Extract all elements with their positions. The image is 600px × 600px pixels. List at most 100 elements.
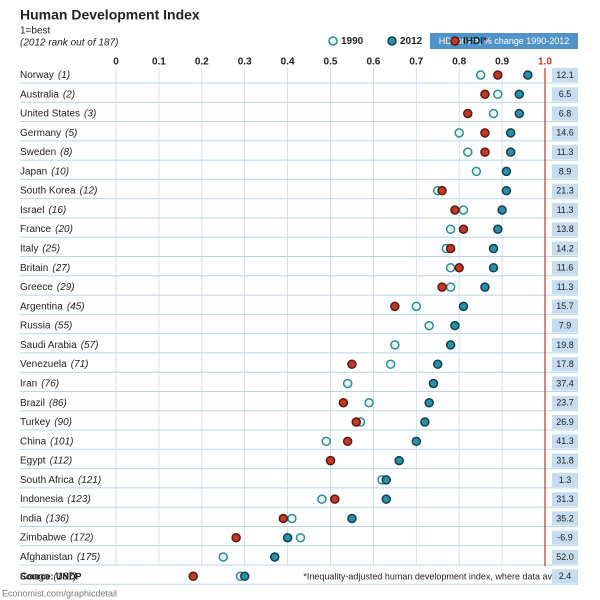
change-box xyxy=(552,241,578,256)
dot-1990 xyxy=(445,224,456,234)
dot-2012 xyxy=(501,185,512,196)
change-box xyxy=(552,492,578,507)
change-label: 11.3 xyxy=(557,205,574,215)
country-name: Britain xyxy=(20,262,48,273)
change-box xyxy=(552,222,578,237)
country-label: United States (3) xyxy=(20,108,96,119)
change-header-box xyxy=(430,33,578,49)
country-rank: (1) xyxy=(58,70,70,81)
dot-1990 xyxy=(317,494,327,504)
x-tick-label: 0 xyxy=(113,57,119,68)
dot-2012 xyxy=(514,89,525,100)
dot-ihdi xyxy=(351,417,361,427)
country-label: Japan (10) xyxy=(20,166,69,177)
change-label: 7.9 xyxy=(559,321,572,331)
change-label: 14.6 xyxy=(556,128,574,138)
dot-2012 xyxy=(505,147,516,157)
change-box xyxy=(552,415,578,430)
dot-ihdi xyxy=(493,70,503,80)
country-rank: (20) xyxy=(55,224,73,235)
country-label: Israel (16) xyxy=(20,205,66,216)
country-name: South Africa xyxy=(20,475,74,486)
country-rank: (45) xyxy=(67,301,85,312)
country-name: Iran xyxy=(20,378,37,389)
legend-marker xyxy=(387,36,397,46)
country-label: Turkey (90) xyxy=(20,417,72,428)
change-label: 31.3 xyxy=(556,494,574,504)
change-header: HDI score, % change 1990-2012 xyxy=(439,36,570,46)
change-box xyxy=(552,395,578,410)
change-label: 12.1 xyxy=(556,70,574,80)
chart-title: Human Development Index xyxy=(20,7,200,23)
dot-2012 xyxy=(424,398,434,408)
country-name: Zimbabwe xyxy=(20,532,67,543)
dot-1990 xyxy=(364,398,374,408)
change-label: -6.9 xyxy=(557,533,573,543)
change-label: 6.8 xyxy=(559,108,572,118)
dot-2012 xyxy=(347,513,357,524)
country-rank: (5) xyxy=(65,127,77,138)
dot-ihdi xyxy=(480,89,490,100)
country-label: China (101) xyxy=(20,436,74,447)
x-tick-label: 0.9 xyxy=(495,57,509,68)
country-rank: (101) xyxy=(50,436,73,447)
change-label: 8.9 xyxy=(559,166,572,176)
country-rank: (136) xyxy=(46,513,69,524)
country-label: Egypt (112) xyxy=(20,455,72,466)
change-box xyxy=(552,357,578,372)
dot-1990 xyxy=(295,532,306,543)
x-tick-label: 0.5 xyxy=(324,57,338,68)
country-name: Argentina xyxy=(20,301,63,312)
dot-2012 xyxy=(497,205,507,215)
legend-marker xyxy=(450,36,460,46)
dot-1990 xyxy=(218,552,228,562)
dot-2012 xyxy=(445,340,456,350)
dot-1990 xyxy=(424,320,434,331)
dot-2012 xyxy=(505,128,516,138)
country-rank: (86) xyxy=(49,397,67,408)
dot-2012 xyxy=(381,475,392,485)
dot-1990 xyxy=(454,128,464,138)
country-label: South Africa (121) xyxy=(20,475,101,486)
change-box xyxy=(552,337,578,352)
change-box xyxy=(552,530,578,545)
change-box xyxy=(552,164,578,179)
dot-ihdi xyxy=(278,513,289,524)
country-name: Sweden xyxy=(20,147,56,158)
dot-2012 xyxy=(480,282,490,292)
dot-ihdi xyxy=(188,571,198,582)
country-label: Venezuela (71) xyxy=(20,359,89,370)
dot-2012 xyxy=(488,263,499,273)
country-label: Norway (1) xyxy=(20,70,70,81)
legend-marker xyxy=(328,36,338,46)
country-label: South Korea (12) xyxy=(20,185,97,196)
change-label: 19.8 xyxy=(556,340,574,350)
country-rank: (2) xyxy=(63,89,75,100)
change-box xyxy=(552,472,578,487)
dot-2012 xyxy=(282,532,293,543)
dot-1990 xyxy=(385,359,396,369)
country-label: France (20) xyxy=(20,224,73,235)
legend-label: IHDI* xyxy=(463,36,487,47)
country-label: Iran (76) xyxy=(20,378,59,389)
change-box xyxy=(552,299,578,314)
country-rank: (123) xyxy=(67,494,90,505)
x-tick-label: 0.8 xyxy=(452,57,466,68)
change-box xyxy=(552,125,578,140)
change-label: 11.3 xyxy=(557,147,574,157)
dot-2012 xyxy=(433,359,443,369)
dot-ihdi xyxy=(463,108,473,119)
country-label: Australia (2) xyxy=(20,89,75,100)
country-name: Norway xyxy=(20,70,54,81)
country-label: Saudi Arabia (57) xyxy=(20,340,99,351)
dot-1990 xyxy=(321,436,331,447)
dot-2012 xyxy=(420,417,430,427)
x-tick-label: 0.4 xyxy=(281,57,295,68)
country-rank: (27) xyxy=(52,262,70,273)
dot-ihdi xyxy=(231,532,241,543)
change-box xyxy=(552,376,578,391)
dot-1990 xyxy=(342,378,353,389)
dot-ihdi xyxy=(450,205,460,215)
country-name: South Korea xyxy=(20,185,76,196)
